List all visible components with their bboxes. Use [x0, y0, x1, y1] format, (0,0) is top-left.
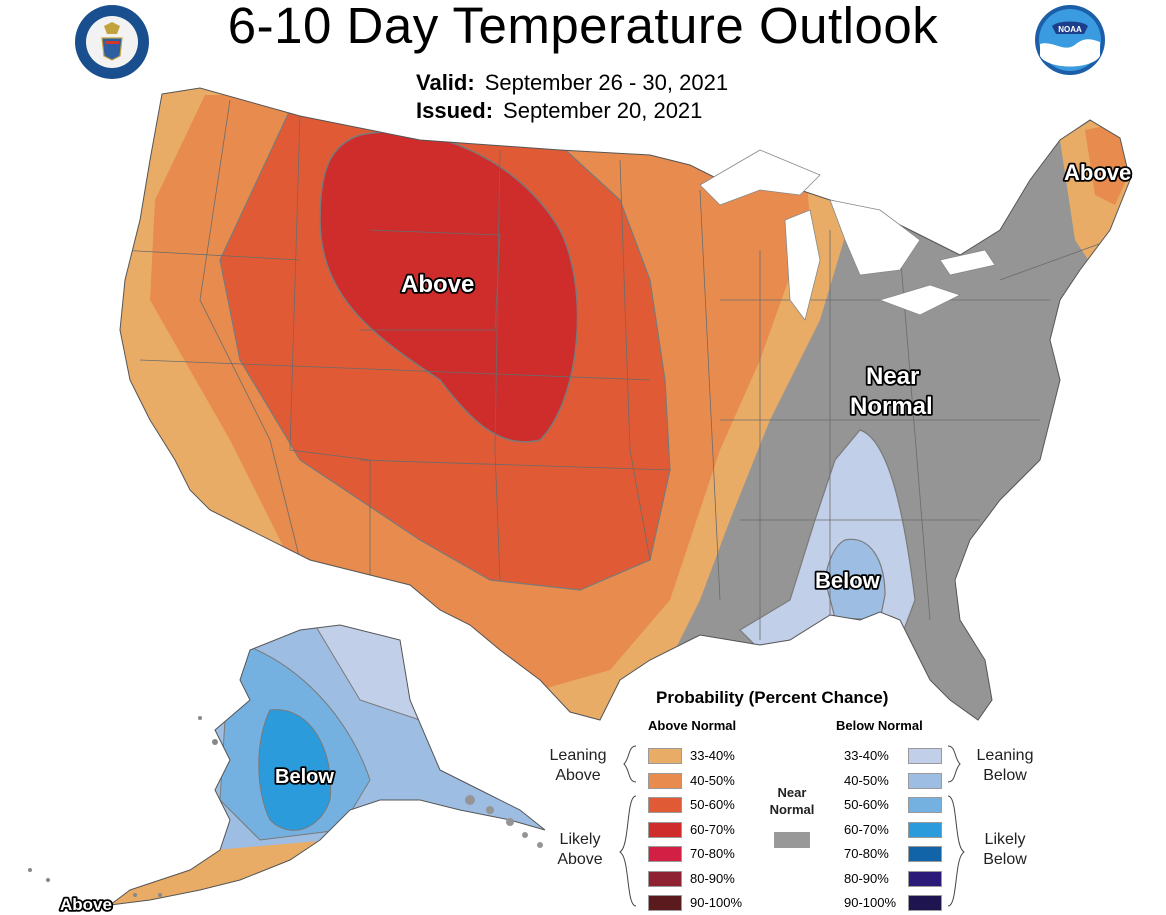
leaning-above-line1: Leaning	[549, 747, 607, 764]
legend-row-above-1: 40-50%	[540, 772, 1060, 789]
legend-swatch-above-6	[648, 895, 682, 911]
legend-range-below-1: 40-50%	[844, 772, 889, 788]
legend-above-header: Above Normal	[648, 718, 737, 733]
likely-above-line1: Likely	[559, 831, 601, 848]
likely-above-line2: Above	[557, 851, 603, 868]
valid-label: Valid:	[416, 70, 475, 95]
legend-swatch-below-0	[908, 748, 942, 764]
leaning-above-label: Leaning Above	[546, 746, 610, 786]
legend-range-above-6: 90-100%	[690, 895, 743, 910]
legend-swatch-above-3	[648, 821, 682, 838]
valid-value: September 26 - 30, 2021	[484, 70, 729, 95]
legend-range-above-0: 33-40%	[690, 748, 735, 763]
legend-swatch-below-6	[908, 895, 942, 911]
issued-label: Issued:	[416, 98, 494, 123]
commerce-seal-logo	[75, 5, 149, 79]
probability-legend: Probability (Percent Chance) Above Norma…	[540, 684, 1060, 915]
legend-row-below-0: 33-40%	[540, 747, 1060, 764]
map-label-aleutians: Above	[60, 895, 112, 914]
valid-line: Valid: September 26 - 30, 2021	[416, 70, 728, 96]
legend-row-below-6: 90-100%	[540, 894, 1060, 911]
likely-below-line2: Below	[983, 851, 1027, 868]
likely-below-label: Likely Below	[968, 830, 1042, 870]
legend-range-above-3: 60-70%	[690, 821, 735, 837]
page-title: 6-10 Day Temperature Outlook	[227, 0, 939, 54]
legend-row-below-1: 40-50%	[540, 772, 1060, 789]
legend-row-above-6: 90-100%	[540, 894, 1060, 911]
map-label-west: Above	[401, 271, 474, 298]
legend-range-above-5: 80-90%	[690, 870, 735, 886]
likely-above-label: Likely Above	[550, 830, 610, 870]
legend-range-below-4: 70-80%	[844, 846, 889, 861]
issued-value: September 20, 2021	[503, 98, 703, 123]
legend-range-below-0: 33-40%	[844, 748, 889, 763]
leaning-below-label: Leaning Below	[968, 746, 1042, 786]
near-normal-line2: Normal	[769, 802, 815, 817]
legend-range-below-2: 50-60%	[844, 797, 889, 812]
legend-range-above-1: 40-50%	[690, 772, 735, 788]
legend-row-below-4: 70-80%	[540, 845, 1060, 862]
map-label-near-1: Near	[866, 363, 919, 390]
map-label-near-2: Normal	[850, 393, 933, 420]
legend-row-above-5: 80-90%	[540, 870, 1060, 887]
leaning-below-line1: Leaning	[976, 747, 1034, 764]
map-label-alaska: Below	[275, 766, 334, 788]
legend-row-below-3: 60-70%	[540, 821, 1060, 838]
legend-swatch-above-5	[648, 870, 682, 887]
near-normal-swatch	[774, 832, 810, 848]
likely-below-line1: Likely	[984, 831, 1026, 848]
legend-swatch-below-4	[908, 846, 942, 862]
legend-row-above-2: 50-60%	[540, 796, 1060, 813]
legend-row-above-0: 33-40%	[540, 747, 1060, 764]
legend-range-below-5: 80-90%	[844, 870, 889, 886]
legend-swatch-above-2	[648, 797, 682, 813]
legend-range-above-2: 50-60%	[690, 797, 735, 812]
legend-range-above-4: 70-80%	[690, 846, 735, 861]
legend-swatch-below-3	[908, 821, 942, 838]
legend-row-above-3: 60-70%	[540, 821, 1060, 838]
noaa-logo: NOAA	[1035, 5, 1105, 75]
legend-swatch-below-2	[908, 797, 942, 813]
near-normal-label: Near Normal	[762, 784, 822, 818]
near-normal-line1: Near	[777, 785, 807, 800]
legend-swatch-below-5	[908, 870, 942, 887]
legend-row-below-5: 80-90%	[540, 870, 1060, 887]
map-label-northeast: Above	[1064, 160, 1131, 185]
legend-swatch-above-0	[648, 748, 682, 764]
legend-below-header: Below Normal	[836, 718, 923, 733]
legend-range-below-6: 90-100%	[844, 895, 897, 910]
leaning-above-line2: Above	[555, 767, 601, 784]
leaning-below-line2: Below	[983, 767, 1027, 784]
legend-row-below-2: 50-60%	[540, 796, 1060, 813]
issued-line: Issued: September 20, 2021	[416, 98, 702, 124]
legend-swatch-above-4	[648, 846, 682, 862]
legend-braces	[619, 745, 965, 907]
map-label-southeast: Below	[815, 568, 881, 593]
legend-row-above-4: 70-80%	[540, 845, 1060, 862]
legend-range-below-3: 60-70%	[844, 821, 889, 837]
legend-title: Probability (Percent Chance)	[656, 688, 889, 707]
legend-swatch-below-1	[908, 772, 942, 789]
svg-text:NOAA: NOAA	[1058, 25, 1082, 34]
legend-swatch-above-1	[648, 772, 682, 789]
